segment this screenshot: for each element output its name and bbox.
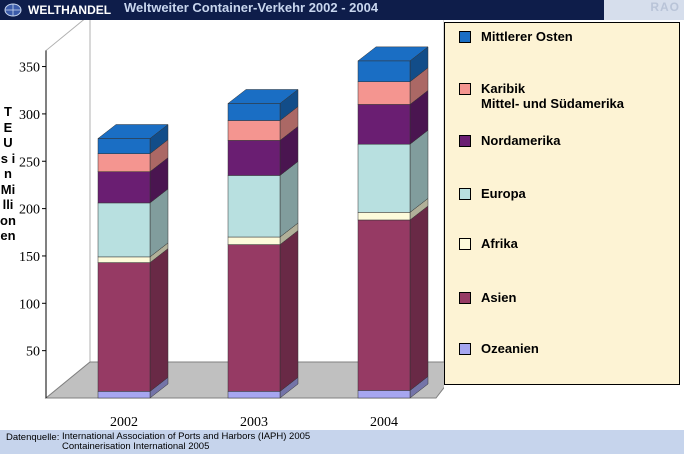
stacked-bar-chart: 50 100 150 200 250 300 350 2002 2003 2004 — [19, 20, 444, 430]
bar-segment — [97, 256, 151, 263]
y-tick-label: 50 — [26, 345, 40, 360]
chart-side-wall — [45, 20, 91, 400]
y-axis-label: TEUs in Millionen — [0, 104, 16, 243]
brand-label: WELTHANDEL — [28, 3, 112, 17]
legend-item: Ozeanien — [459, 341, 539, 356]
footer-source-line-2: Containerisation International 2005 — [62, 441, 210, 452]
bar-segment — [227, 236, 281, 245]
footer-source-line-1: International Association of Ports and H… — [62, 431, 311, 442]
bar-segment — [357, 104, 411, 145]
bar-segment — [357, 81, 411, 105]
legend-swatch — [459, 292, 471, 304]
y-tick-label: 350 — [19, 61, 40, 76]
bar-segment — [227, 244, 281, 392]
y-tick-label: 300 — [19, 108, 40, 123]
legend-item: Mittlerer Osten — [459, 29, 573, 44]
y-tick-label: 150 — [19, 250, 40, 265]
bar-segment-side — [409, 129, 429, 213]
legend-swatch — [459, 343, 471, 355]
legend-label: Europa — [481, 186, 526, 201]
globe-icon — [4, 3, 22, 17]
legend-item: Afrika — [459, 236, 518, 251]
x-tick-label: 2003 — [240, 415, 268, 430]
legend-swatch — [459, 188, 471, 200]
legend-swatch — [459, 31, 471, 43]
bar-segment — [357, 143, 411, 213]
page-title: Weltweiter Container-Verkehr 2002 - 2004 — [124, 0, 379, 15]
bar-segment-side — [149, 248, 169, 392]
bar-top — [227, 89, 299, 104]
legend-item: Karibik Mittel- und Südamerika — [459, 81, 624, 111]
legend-swatch — [459, 83, 471, 95]
bar-segment — [357, 390, 411, 399]
bar-segment — [227, 103, 281, 121]
bar-segment — [227, 175, 281, 238]
legend-label: Afrika — [481, 236, 518, 251]
legend-label: Karibik Mittel- und Südamerika — [481, 81, 625, 111]
legend-item: Asien — [459, 290, 516, 305]
legend-swatch — [459, 238, 471, 250]
bar-top — [97, 124, 169, 139]
bar-segment — [227, 140, 281, 176]
x-tick-label: 2002 — [110, 415, 138, 430]
y-tick-label: 250 — [19, 155, 40, 170]
legend-swatch — [459, 135, 471, 147]
bar-segment-side — [409, 205, 429, 391]
legend: Mittlerer Osten Karibik Mittel- und Südam… — [444, 22, 680, 385]
bar-segment — [357, 219, 411, 391]
legend-label: Ozeanien — [481, 341, 539, 356]
bar-segment — [227, 120, 281, 141]
legend-label: Mittlerer Osten — [481, 29, 573, 44]
bar-segment — [97, 153, 151, 172]
bar-segment — [97, 202, 151, 258]
legend-item: Nordamerika — [459, 133, 560, 148]
legend-label: Asien — [481, 290, 517, 305]
footer-label: Datenquelle: — [6, 432, 60, 443]
rao-logo: RAO — [604, 0, 684, 20]
footer-source: Datenquelle: International Association o… — [0, 430, 684, 454]
bar-segment — [97, 391, 151, 399]
footer-sources: International Association of Ports and H… — [62, 432, 310, 452]
bar-top — [357, 46, 429, 62]
bar-segment — [97, 262, 151, 392]
bar-segment — [357, 60, 411, 82]
bar-segment — [97, 138, 151, 154]
x-tick-label: 2004 — [370, 415, 398, 430]
bar-segment-side — [279, 230, 299, 392]
legend-label: Nordamerika — [481, 133, 561, 148]
y-tick-label: 100 — [19, 297, 40, 312]
legend-item: Europa — [459, 186, 526, 201]
y-tick-label: 200 — [19, 203, 40, 218]
bar-segment — [227, 391, 281, 399]
bar-segment — [357, 212, 411, 221]
header-bar: WELTHANDEL Weltweiter Container-Verkehr … — [0, 0, 684, 20]
bar-segment — [97, 171, 151, 204]
